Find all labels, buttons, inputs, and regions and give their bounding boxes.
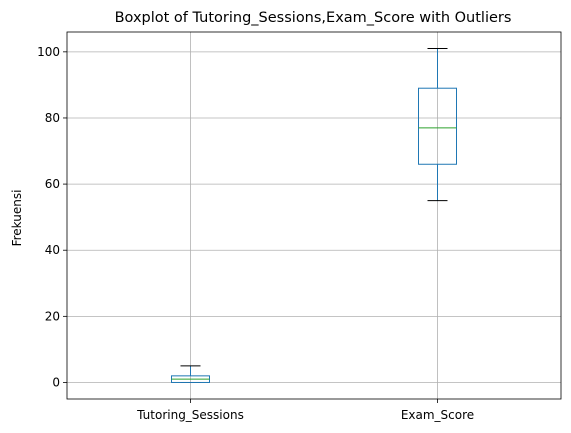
data-layer xyxy=(171,48,457,383)
y-tick-label: 0 xyxy=(52,375,60,389)
x-tick-label: Tutoring_Sessions xyxy=(136,408,244,422)
chart-title: Boxplot of Tutoring_Sessions,Exam_Score … xyxy=(115,10,512,26)
y-axis-label: Frekuensi xyxy=(10,190,24,247)
grid-layer xyxy=(67,32,561,399)
axis-layer: 0 20 40 60 80 100 Tutoring_Sessions Exam_Score xyxy=(37,31,562,422)
y-tick-label: 60 xyxy=(45,177,60,191)
y-tick-label: 40 xyxy=(45,243,60,257)
x-tick-label: Exam_Score xyxy=(401,408,474,422)
plot-frame xyxy=(66,31,562,400)
y-tick-label: 80 xyxy=(45,111,60,125)
iqr-box xyxy=(418,87,457,165)
y-tick-label: 20 xyxy=(45,309,60,323)
y-tick-label: 100 xyxy=(37,45,60,59)
